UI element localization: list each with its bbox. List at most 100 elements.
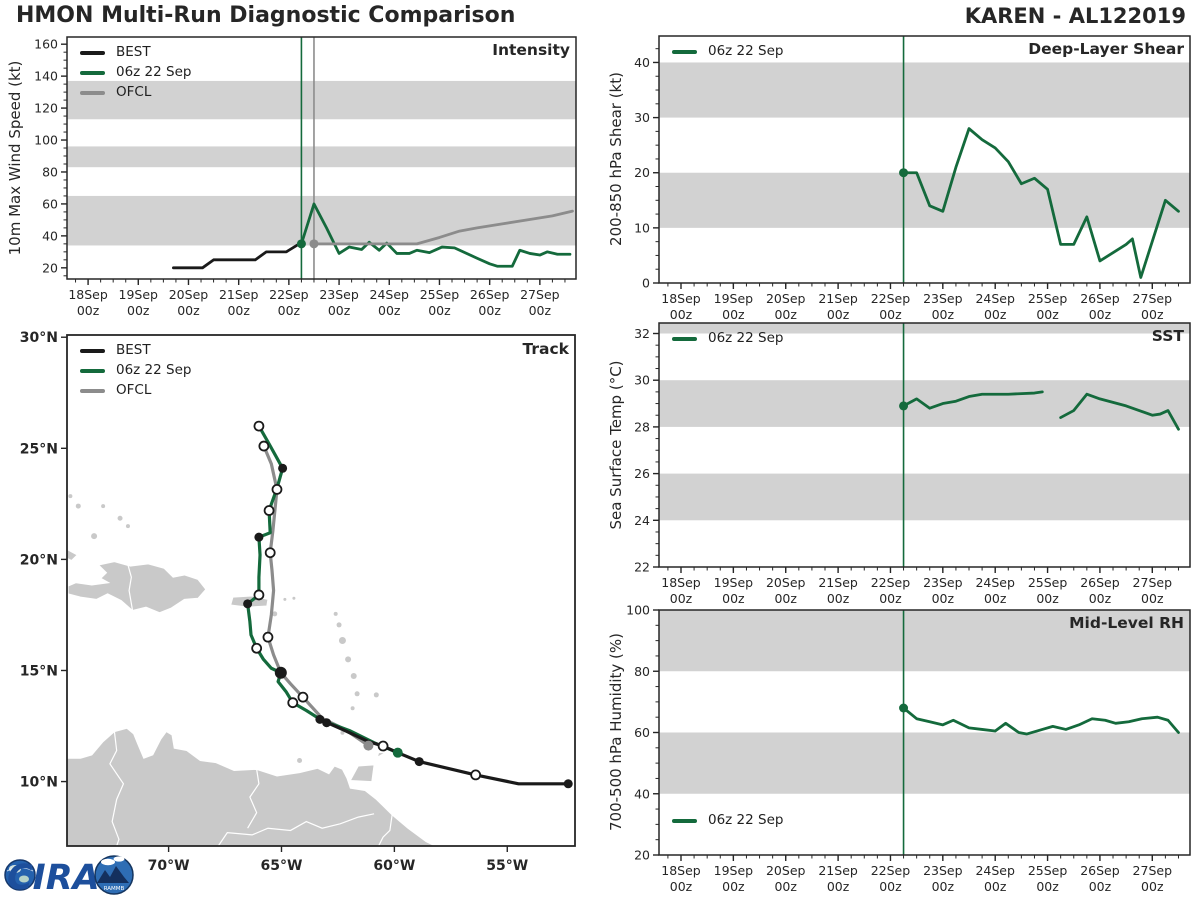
svg-text:80: 80 — [634, 664, 650, 679]
svg-text:00z: 00z — [774, 307, 797, 322]
svg-text:00z: 00z — [1036, 879, 1059, 894]
intensity-y-axis-label: 10m Max Wind Speed (kt) — [6, 60, 24, 256]
svg-text:00z: 00z — [879, 879, 902, 894]
svg-text:10: 10 — [634, 220, 650, 235]
svg-text:21Sep: 21Sep — [818, 863, 858, 878]
svg-text:21Sep: 21Sep — [219, 287, 259, 302]
svg-text:60: 60 — [42, 196, 58, 211]
svg-text:00z: 00z — [378, 303, 401, 318]
svg-text:21Sep: 21Sep — [818, 575, 858, 590]
svg-text:00z: 00z — [328, 303, 351, 318]
svg-text:26Sep: 26Sep — [1080, 863, 1120, 878]
svg-text:100: 100 — [34, 133, 58, 148]
svg-text:22Sep: 22Sep — [871, 291, 911, 306]
legend-track: BEST 06z 22 Sep OFCL — [80, 342, 191, 399]
legend-swatch-icon — [80, 90, 105, 95]
svg-text:55°W: 55°W — [486, 858, 528, 874]
svg-text:100: 100 — [626, 603, 650, 618]
svg-text:00z: 00z — [722, 591, 745, 606]
rh-y-axis-label: 700-500 hPa Humidity (%) — [607, 632, 625, 832]
svg-text:20Sep: 20Sep — [766, 863, 806, 878]
legend-label: 06z 22 Sep — [116, 362, 192, 378]
legend-item: BEST — [80, 44, 191, 61]
svg-text:30°N: 30°N — [20, 330, 58, 346]
svg-text:20: 20 — [42, 260, 58, 275]
svg-text:40: 40 — [634, 55, 650, 70]
svg-text:00z: 00z — [984, 591, 1007, 606]
svg-text:23Sep: 23Sep — [923, 291, 963, 306]
svg-text:25Sep: 25Sep — [1028, 291, 1068, 306]
svg-text:10°N: 10°N — [20, 775, 58, 791]
svg-text:21Sep: 21Sep — [818, 291, 858, 306]
svg-text:00z: 00z — [879, 307, 902, 322]
svg-text:00z: 00z — [478, 303, 501, 318]
legend-swatch-icon — [80, 50, 105, 55]
legend-label: 06z 22 Sep — [708, 330, 784, 346]
svg-text:00z: 00z — [1089, 591, 1112, 606]
svg-text:60: 60 — [634, 725, 650, 740]
track-panel-label: Track — [522, 340, 569, 358]
svg-text:00z: 00z — [932, 307, 955, 322]
svg-text:19Sep: 19Sep — [714, 863, 754, 878]
legend-swatch-icon — [80, 348, 105, 353]
svg-text:00z: 00z — [984, 307, 1007, 322]
shear-panel-label: Deep-Layer Shear — [1028, 40, 1184, 58]
svg-text:26Sep: 26Sep — [1080, 575, 1120, 590]
svg-text:40: 40 — [634, 786, 650, 801]
legend-item: BEST — [80, 342, 191, 359]
svg-text:00z: 00z — [774, 879, 797, 894]
svg-text:00z: 00z — [227, 303, 250, 318]
svg-text:40: 40 — [42, 228, 58, 243]
svg-text:60°W: 60°W — [373, 858, 415, 874]
svg-text:30: 30 — [634, 373, 650, 388]
svg-text:15°N: 15°N — [20, 663, 58, 679]
svg-text:20Sep: 20Sep — [766, 291, 806, 306]
svg-text:00z: 00z — [722, 879, 745, 894]
svg-text:00z: 00z — [670, 879, 693, 894]
svg-text:19Sep: 19Sep — [714, 575, 754, 590]
svg-text:00z: 00z — [670, 591, 693, 606]
legend-label: OFCL — [116, 382, 152, 398]
legend-label: OFCL — [116, 84, 152, 100]
legend-intensity: BEST 06z 22 Sep OFCL — [80, 44, 191, 101]
svg-text:24Sep: 24Sep — [975, 291, 1015, 306]
svg-text:20Sep: 20Sep — [169, 287, 209, 302]
sst-y-axis-label: Sea Surface Temp (°C) — [607, 360, 625, 530]
legend-item: OFCL — [80, 382, 191, 399]
svg-text:00z: 00z — [1141, 879, 1164, 894]
svg-text:22Sep: 22Sep — [871, 863, 911, 878]
legend-item: OFCL — [80, 84, 191, 101]
svg-text:27Sep: 27Sep — [520, 287, 560, 302]
svg-text:00z: 00z — [127, 303, 150, 318]
svg-text:80: 80 — [42, 164, 58, 179]
logos-block: CIRA RAMMB — [2, 846, 182, 900]
svg-text:0: 0 — [642, 276, 650, 291]
svg-text:25Sep: 25Sep — [420, 287, 460, 302]
legend-label: 06z 22 Sep — [708, 812, 784, 828]
svg-text:00z: 00z — [827, 591, 850, 606]
svg-text:22Sep: 22Sep — [269, 287, 309, 302]
svg-text:18Sep: 18Sep — [661, 575, 701, 590]
legend-swatch-icon — [672, 818, 697, 823]
svg-text:20: 20 — [634, 848, 650, 863]
svg-text:00z: 00z — [177, 303, 200, 318]
svg-text:18Sep: 18Sep — [661, 291, 701, 306]
svg-text:00z: 00z — [827, 307, 850, 322]
legend-swatch-icon — [80, 70, 105, 75]
svg-text:27Sep: 27Sep — [1133, 291, 1173, 306]
legend-label: BEST — [116, 44, 151, 60]
shear-y-axis-label: 200-850 hPa Shear (kt) — [607, 72, 625, 246]
svg-text:00z: 00z — [670, 307, 693, 322]
svg-text:19Sep: 19Sep — [714, 291, 754, 306]
svg-text:22: 22 — [634, 560, 650, 575]
svg-text:23Sep: 23Sep — [319, 287, 359, 302]
svg-text:00z: 00z — [879, 591, 902, 606]
svg-text:140: 140 — [34, 69, 58, 84]
cira-rammb-logo: CIRA RAMMB — [4, 855, 134, 898]
legend-swatch-icon — [80, 368, 105, 373]
svg-text:00z: 00z — [932, 591, 955, 606]
svg-text:25Sep: 25Sep — [1028, 575, 1068, 590]
storm-id: KAREN - AL122019 — [964, 4, 1186, 28]
sst-panel-label: SST — [1151, 327, 1184, 345]
